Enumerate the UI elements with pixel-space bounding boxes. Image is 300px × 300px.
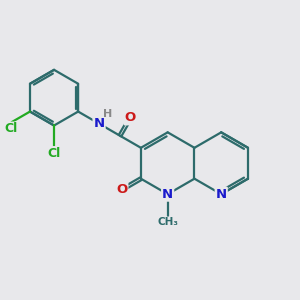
Text: Cl: Cl xyxy=(47,147,61,160)
Text: CH₃: CH₃ xyxy=(157,217,178,227)
Text: N: N xyxy=(162,188,173,201)
Text: O: O xyxy=(125,111,136,124)
Text: O: O xyxy=(116,183,128,196)
Text: Cl: Cl xyxy=(4,122,18,135)
Text: N: N xyxy=(216,188,227,201)
Text: N: N xyxy=(94,117,105,130)
Text: H: H xyxy=(103,109,112,118)
